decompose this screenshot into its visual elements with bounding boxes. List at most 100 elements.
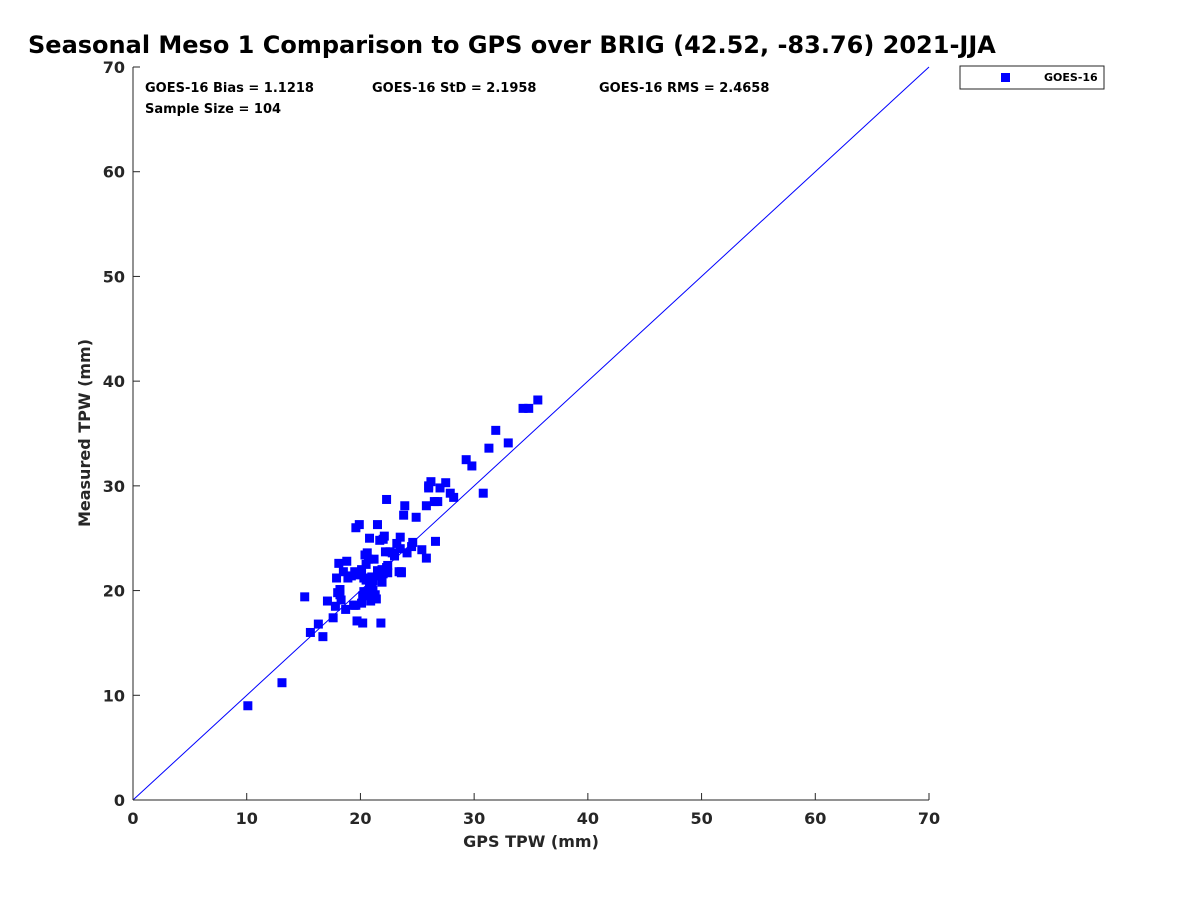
data-point: [524, 403, 534, 413]
data-point: [390, 551, 400, 561]
data-point: [377, 577, 387, 587]
data-point: [361, 559, 371, 569]
y-axis-label: Measured TPW (mm): [75, 339, 94, 527]
data-point: [318, 632, 328, 642]
data-point: [441, 478, 451, 488]
data-point: [365, 533, 375, 543]
x-tick-label: 40: [577, 809, 599, 828]
data-point: [358, 618, 368, 628]
data-point: [341, 604, 351, 614]
data-point: [424, 481, 434, 491]
data-point: [332, 573, 342, 583]
data-point: [372, 520, 382, 530]
y-tick-label: 50: [103, 267, 125, 286]
data-point: [362, 548, 372, 558]
x-tick-label: 50: [690, 809, 712, 828]
data-point: [421, 553, 431, 563]
data-point: [449, 492, 459, 502]
data-point: [399, 510, 409, 520]
data-point: [417, 545, 427, 555]
data-point: [376, 618, 386, 628]
y-tick-label: 20: [103, 582, 125, 601]
data-point: [377, 565, 387, 575]
data-point: [533, 395, 543, 405]
data-point: [491, 425, 501, 435]
y-tick-label: 40: [103, 372, 125, 391]
data-point: [366, 596, 376, 606]
legend-box: [959, 65, 1105, 90]
y-tick-label: 0: [114, 791, 125, 810]
data-point: [396, 568, 406, 578]
data-point: [322, 596, 332, 606]
x-ticks: 0 10 20 30 40 50 60 70: [127, 793, 940, 828]
data-point: [313, 619, 323, 629]
legend: GOES-16: [959, 65, 1105, 90]
x-tick-label: 0: [127, 809, 138, 828]
data-point: [346, 571, 356, 581]
data-point: [351, 600, 361, 610]
data-point: [421, 501, 431, 511]
legend-label-goes-16: GOES-16: [1044, 71, 1098, 84]
y-tick-label: 30: [103, 477, 125, 496]
data-point: [380, 547, 390, 557]
data-point: [467, 461, 477, 471]
data-point: [330, 601, 340, 611]
x-tick-label: 30: [463, 809, 485, 828]
data-point: [328, 613, 338, 623]
data-point: [407, 542, 417, 552]
data-point: [369, 554, 379, 564]
y-tick-label: 70: [103, 58, 125, 77]
data-point: [338, 567, 348, 577]
data-point: [402, 548, 412, 558]
data-point: [361, 575, 371, 585]
data-point: [503, 438, 513, 448]
data-point: [478, 488, 488, 498]
x-tick-label: 70: [918, 809, 940, 828]
x-tick-label: 10: [236, 809, 258, 828]
data-point: [382, 563, 392, 573]
bias-annotation: GOES-16 Bias = 1.1218: [145, 81, 314, 96]
data-point: [395, 544, 405, 554]
data-point: [374, 571, 384, 581]
std-annotation: GOES-16 StD = 2.1958: [372, 81, 536, 96]
x-tick-label: 60: [804, 809, 826, 828]
data-point: [243, 701, 253, 711]
data-point: [363, 554, 373, 564]
data-point: [335, 590, 345, 600]
stats-annotations: GOES-16 Bias = 1.1218 GOES-16 StD = 2.19…: [145, 81, 769, 117]
data-point: [368, 576, 378, 586]
data-point: [484, 443, 494, 453]
y-ticks: 0 10 20 30 40 50 60 70: [103, 58, 140, 810]
data-point: [392, 538, 402, 548]
data-point: [383, 568, 393, 578]
data-point: [430, 536, 440, 546]
x-tick-label: 20: [349, 809, 371, 828]
data-point: [400, 501, 410, 511]
data-point: [365, 583, 375, 593]
data-point: [334, 558, 344, 568]
data-point: [342, 556, 352, 566]
data-point: [277, 678, 287, 688]
data-point: [300, 592, 310, 602]
data-point: [461, 455, 471, 465]
data-point: [352, 616, 362, 626]
data-point: [435, 483, 445, 493]
data-point: [357, 565, 367, 575]
chart-title: Seasonal Meso 1 Comparison to GPS over B…: [28, 31, 996, 59]
data-point: [395, 532, 405, 542]
legend-marker: [1001, 73, 1010, 82]
sample-size-annotation: Sample Size = 104: [145, 102, 281, 117]
data-point: [429, 497, 439, 507]
data-point: [305, 627, 315, 637]
data-point: [378, 534, 388, 544]
goes-16-series: [243, 395, 543, 711]
data-point: [411, 512, 421, 522]
data-point: [359, 587, 369, 597]
data-point: [371, 594, 381, 604]
x-axis-label: GPS TPW (mm): [463, 832, 599, 851]
one-to-one-reference-line: [132, 66, 930, 801]
y-tick-label: 60: [103, 163, 125, 182]
data-point: [336, 595, 346, 605]
data-point: [357, 598, 367, 608]
